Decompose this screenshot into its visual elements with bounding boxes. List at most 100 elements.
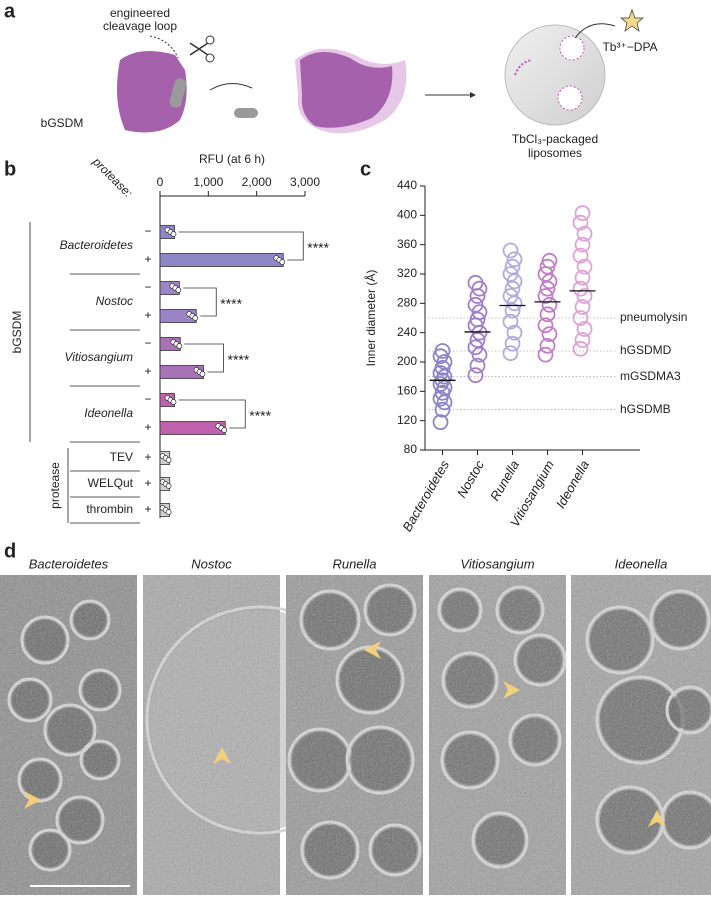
data-point — [506, 324, 523, 341]
data-point — [502, 345, 519, 362]
data-point — [537, 346, 554, 363]
data-point — [469, 357, 486, 374]
pore — [557, 85, 583, 111]
bar-dot — [165, 509, 172, 515]
pore — [559, 35, 585, 61]
liposome — [504, 24, 606, 126]
group-label: thrombin — [86, 502, 133, 516]
y-tick-label: 320 — [397, 266, 417, 280]
x-tick-label: 1,000 — [193, 175, 223, 189]
annotation: cleavage loop — [103, 19, 177, 33]
panel-label: a — [4, 0, 16, 22]
category-sign: − — [144, 392, 151, 406]
bar — [159, 421, 226, 435]
data-point — [537, 288, 554, 304]
group-label: Vitiosangium — [65, 350, 133, 364]
bar-dot — [175, 287, 182, 293]
data-point — [541, 252, 558, 269]
bar-dot — [279, 259, 286, 265]
y-tick-label: 120 — [397, 413, 417, 427]
bar-dot — [165, 457, 172, 463]
scissors — [205, 53, 215, 63]
data-point — [502, 242, 519, 259]
data-point — [539, 306, 556, 323]
arrow — [470, 92, 476, 98]
data-point — [434, 401, 451, 418]
data-point — [471, 346, 488, 363]
scissors — [189, 42, 209, 56]
bracket — [178, 399, 246, 429]
x-tick-label: 3,000 — [290, 175, 320, 189]
data-point — [434, 343, 451, 359]
data-point — [432, 414, 449, 431]
protein-shape — [116, 51, 187, 133]
category-sign: + — [144, 364, 151, 378]
data-point — [572, 280, 589, 297]
pore — [514, 59, 533, 76]
data-point — [504, 335, 521, 352]
pore-shape — [300, 51, 393, 128]
micrograph-label: Bacteroidetes — [29, 556, 109, 571]
star — [620, 9, 644, 32]
data-point — [572, 310, 589, 326]
x-tick-label: Nostoc — [454, 457, 487, 500]
category-sign: + — [144, 308, 151, 322]
data-point — [506, 295, 523, 312]
data-point — [539, 337, 556, 354]
data-point — [541, 326, 558, 343]
category-sign: + — [144, 502, 151, 516]
y-tick-label: 360 — [397, 237, 417, 251]
arrow — [574, 23, 616, 39]
significance: **** — [249, 408, 271, 424]
category-sign: − — [144, 336, 151, 350]
reference-label: mGSDMA3 — [620, 369, 681, 383]
x-tick-label: Bacteroidetes — [399, 457, 452, 534]
data-point — [502, 313, 519, 330]
data-point — [574, 236, 591, 253]
data-point — [572, 340, 589, 357]
reference-label: hGSDMD — [620, 343, 672, 357]
group-label: WELQut — [88, 476, 134, 490]
micrograph-noise — [0, 575, 137, 895]
schematic: engineered cleavage loop bGSDM Tb³⁺−DPA … — [41, 6, 658, 160]
data-point — [572, 247, 589, 264]
group-label: TEV — [110, 450, 133, 464]
bracket — [183, 287, 217, 317]
bar-dot — [165, 483, 172, 489]
data-point — [467, 296, 484, 313]
reference-label: hGSDMB — [620, 402, 671, 416]
axis-title: Inner diameter (Å) — [363, 270, 378, 367]
group-label: Ideonella — [84, 406, 133, 420]
section-label: protease — [48, 462, 62, 509]
annotation: bGSDM — [41, 116, 84, 130]
category-sign: + — [144, 252, 151, 266]
y-tick-label: 400 — [397, 208, 417, 222]
reference-label: pneumolysin — [620, 310, 687, 324]
data-point — [506, 251, 523, 268]
bar-dot — [192, 315, 199, 321]
category-sign: + — [144, 420, 151, 434]
annotation: Tb³⁺−DPA — [602, 40, 657, 54]
data-point — [541, 273, 558, 290]
data-point — [502, 266, 519, 282]
data-point — [539, 280, 556, 297]
arrowhead — [24, 791, 41, 809]
data-point — [469, 332, 486, 348]
section-label: bGSDM — [10, 311, 24, 354]
significance: **** — [228, 352, 250, 368]
micrograph-noise — [429, 575, 566, 895]
micrograph-label: Nostoc — [191, 556, 232, 571]
x-tick-label: 0 — [157, 175, 164, 189]
bracket — [184, 343, 224, 373]
bar — [159, 253, 284, 267]
micrograph-label: Ideonella — [615, 556, 668, 571]
bar-dot — [170, 399, 177, 405]
y-tick-label: 160 — [397, 384, 417, 398]
strip-chart: Inner diameter (Å) 80 120 160 200 240 280 320 36… — [363, 178, 687, 534]
category-sign: + — [144, 476, 151, 490]
data-point — [471, 304, 488, 321]
annotation: liposomes — [528, 146, 582, 160]
bar-dot — [221, 427, 228, 433]
data-point — [576, 225, 593, 242]
